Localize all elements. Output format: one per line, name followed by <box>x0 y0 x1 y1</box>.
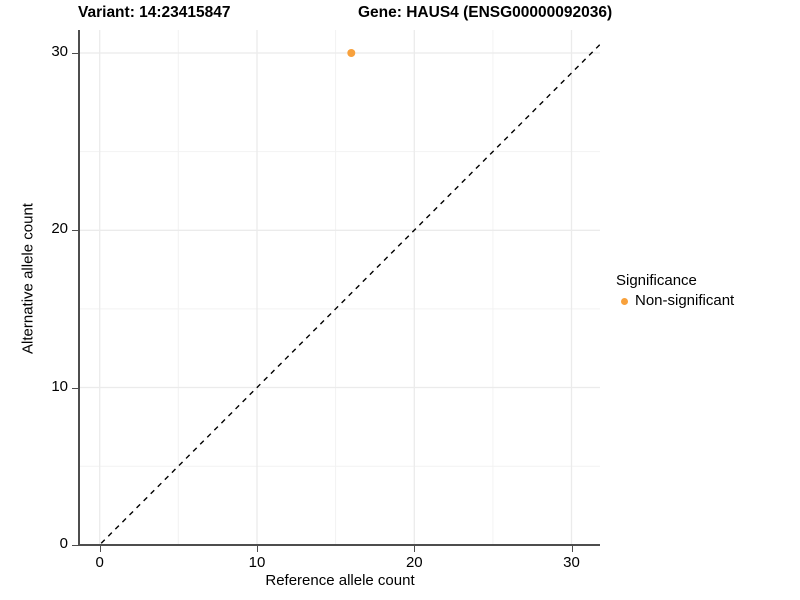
x-ticklabel-10: 10 <box>248 554 266 571</box>
major-gridlines <box>80 30 600 545</box>
legend-item-label: Non-significant <box>635 292 735 309</box>
identity-reference-line <box>98 44 600 545</box>
chart-title-row: Variant: 14:23415847 Gene: HAUS4 (ENSG00… <box>0 4 620 28</box>
data-points <box>347 49 356 57</box>
dot-icon <box>620 297 628 305</box>
x-tick-10 <box>257 546 258 552</box>
y-tick-10 <box>72 387 78 389</box>
legend: Significance Non-significant <box>616 272 796 310</box>
y-tick-0 <box>72 544 78 546</box>
y-ticklabel-30: 30 <box>51 43 68 60</box>
x-axis-label: Reference allele count <box>265 572 415 589</box>
y-tick-20 <box>72 230 78 232</box>
plot-panel <box>80 30 600 545</box>
legend-title: Significance <box>616 272 697 289</box>
legend-item-non-significant[interactable]: Non-significant <box>616 292 796 310</box>
y-axis-label: Alternative allele count <box>19 203 37 354</box>
x-axis-line <box>78 544 600 546</box>
y-ticklabel-0: 0 <box>59 535 68 552</box>
x-tick-0 <box>99 546 101 552</box>
plot-svg <box>80 30 600 545</box>
x-ticklabel-0: 0 <box>95 554 104 571</box>
variant-title: Variant: 14:23415847 <box>78 4 231 21</box>
x-tick-20 <box>414 546 416 552</box>
gene-title: Gene: HAUS4 (ENSG00000092036) <box>358 4 613 21</box>
y-axis-label-wrapper: Alternative allele count <box>0 0 37 545</box>
legend-key <box>616 293 632 309</box>
y-axis-line <box>78 30 80 545</box>
y-ticklabel-10: 10 <box>51 377 68 395</box>
x-ticklabel-30: 30 <box>563 554 580 571</box>
x-ticklabel-20: 20 <box>405 554 423 571</box>
minor-gridlines <box>80 30 600 545</box>
data-point[interactable] <box>347 49 356 57</box>
y-ticklabel-20: 20 <box>51 220 68 238</box>
x-tick-30 <box>571 546 573 552</box>
y-tick-30 <box>72 53 78 54</box>
